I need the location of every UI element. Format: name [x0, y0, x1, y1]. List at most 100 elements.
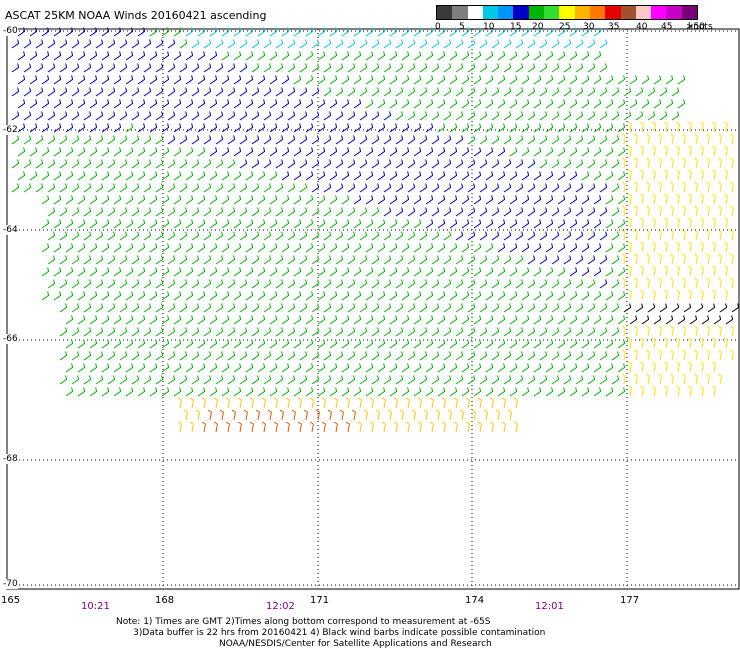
wind-barb — [401, 195, 410, 205]
colorbar-segment — [513, 6, 529, 19]
wind-barb — [687, 169, 692, 181]
wind-barb — [341, 363, 350, 373]
wind-barb — [473, 171, 482, 181]
wind-barb — [311, 207, 320, 217]
wind-barb — [491, 279, 500, 289]
wind-barb — [611, 159, 620, 169]
wind-barb — [699, 361, 704, 373]
wind-barb — [221, 387, 230, 397]
wind-barb — [515, 231, 524, 241]
wind-barb — [389, 267, 398, 277]
wind-barb — [221, 75, 230, 85]
wind-barb — [173, 387, 182, 397]
wind-barb — [627, 217, 632, 229]
wind-barb — [257, 75, 266, 85]
wind-barb — [335, 87, 344, 97]
wind-barb — [195, 409, 200, 421]
wind-barb — [419, 111, 428, 121]
wind-barb — [627, 169, 632, 181]
wind-barb — [515, 351, 524, 361]
wind-barb — [257, 219, 266, 229]
wind-barb — [581, 219, 590, 229]
wind-barb — [527, 39, 536, 49]
wind-barb — [101, 267, 110, 277]
wind-barb — [473, 243, 482, 253]
wind-barb — [581, 123, 590, 133]
wind-barb — [413, 123, 422, 133]
wind-barb — [335, 255, 344, 265]
wind-barb — [113, 123, 122, 133]
wind-barb — [449, 291, 458, 301]
wind-barb — [47, 63, 56, 73]
wind-barb — [453, 421, 458, 433]
wind-barb — [173, 339, 182, 349]
wind-barb — [119, 327, 128, 337]
wind-barb — [687, 145, 692, 157]
wind-barb — [461, 99, 470, 109]
wind-barb — [657, 349, 662, 361]
wind-barb — [527, 279, 536, 289]
colorbar-segment — [635, 6, 652, 19]
wind-barb — [305, 195, 314, 205]
wind-barb — [723, 193, 728, 205]
wind-barb — [113, 267, 122, 277]
wind-barb — [383, 375, 392, 385]
wind-barb — [449, 171, 458, 181]
wind-barb — [359, 255, 368, 265]
wind-barb — [329, 51, 338, 61]
wind-barb — [287, 375, 296, 385]
wind-barb — [599, 255, 608, 265]
wind-barb — [183, 409, 188, 421]
wind-barb — [635, 303, 644, 313]
wind-barb — [215, 63, 224, 73]
wind-barb — [137, 51, 146, 61]
wind-barb — [717, 373, 722, 385]
wind-barb — [251, 87, 260, 97]
wind-barb — [269, 363, 278, 373]
wind-barb — [209, 75, 218, 85]
wind-barb — [59, 183, 68, 193]
wind-barb — [125, 267, 134, 277]
wind-barb — [47, 39, 56, 49]
wind-barb — [83, 255, 92, 265]
wind-barb — [233, 99, 242, 109]
wind-barb — [683, 303, 692, 313]
wind-barb — [17, 147, 26, 157]
wind-barb — [77, 339, 86, 349]
wind-barb — [335, 279, 344, 289]
wind-barb — [341, 195, 350, 205]
wind-barb — [221, 219, 230, 229]
wind-barb — [659, 87, 668, 97]
wind-barb — [675, 145, 680, 157]
wind-barb — [521, 219, 530, 229]
wind-barb — [593, 315, 602, 325]
wind-barb — [119, 159, 128, 169]
wind-barb — [437, 147, 446, 157]
wind-barb — [437, 219, 446, 229]
wind-barb — [311, 375, 320, 385]
wind-barb — [71, 159, 80, 169]
wind-barb — [185, 219, 194, 229]
wind-barb — [143, 375, 152, 385]
wind-barb — [89, 315, 98, 325]
map-frame — [6, 28, 740, 590]
wind-barb — [425, 99, 434, 109]
wind-barb — [173, 99, 182, 109]
wind-barb — [593, 123, 602, 133]
wind-barb — [605, 315, 614, 325]
note-line-3: NOAA/NESDIS/Center for Satellite Applica… — [116, 639, 492, 649]
wind-barb — [95, 375, 104, 385]
wind-barb — [53, 219, 62, 229]
wind-barb — [455, 351, 464, 361]
wind-barb — [131, 135, 140, 145]
wind-barb — [401, 123, 410, 133]
wind-barb — [329, 27, 338, 37]
wind-barb — [431, 279, 440, 289]
wind-barb — [59, 111, 68, 121]
wind-barb — [341, 267, 350, 277]
wind-barb — [389, 123, 398, 133]
wind-barb — [95, 87, 104, 97]
wind-barb — [281, 291, 290, 301]
wind-barb — [503, 183, 512, 193]
wind-barb — [305, 315, 314, 325]
